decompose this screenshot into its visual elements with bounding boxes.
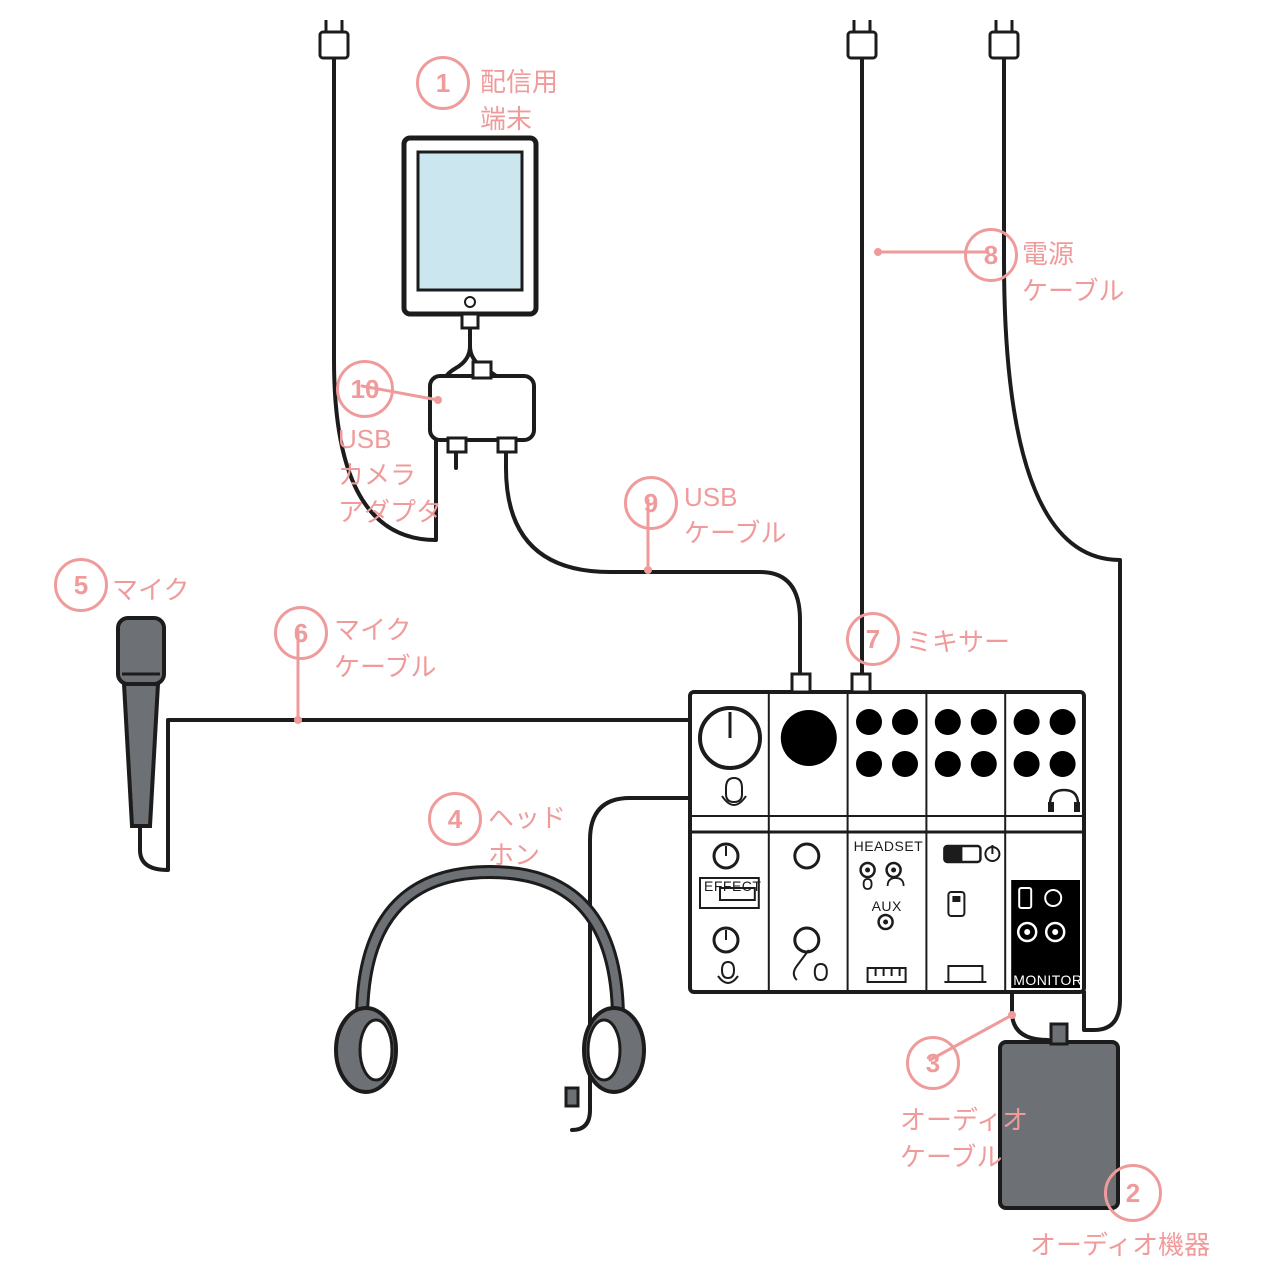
mixer-label-headset: HEADSET [854, 838, 924, 854]
mixer-label-effect: EFFECT [704, 878, 761, 894]
tablet-screen [418, 152, 522, 290]
annotation-dot-icon [434, 396, 442, 404]
mixer-knob-icon [781, 710, 837, 766]
mixer-knob-icon [1050, 751, 1076, 777]
power-plug-2 [848, 32, 876, 58]
annotation-dot-icon [874, 248, 882, 256]
cable-audio-cable [1012, 992, 1048, 1042]
mixer-knob-icon [935, 709, 961, 735]
annotation-label-2: オーディオ機器 [1030, 1225, 1210, 1262]
annotation-badge-5: 5 [54, 558, 108, 612]
annotation-badge-7: 7 [846, 612, 900, 666]
microphone-body [124, 684, 158, 826]
annotation-label-8: 電源 ケーブル [1022, 234, 1124, 308]
usb-camera-adapter [430, 376, 534, 440]
annotation-badge-4: 4 [428, 792, 482, 846]
annotation-label-5: マイク [112, 570, 189, 607]
mixer-knob-icon [935, 751, 961, 777]
annotation-dot-icon [644, 566, 652, 574]
mixer-knob-icon [892, 709, 918, 735]
cable-mic-cable [140, 720, 690, 870]
mixer-label-aux: AUX [872, 898, 902, 914]
mixer-knob-icon [856, 709, 882, 735]
mixer-knob-icon [1014, 709, 1040, 735]
annotation-badge-6: 6 [274, 606, 328, 660]
annotation-badge-1: 1 [416, 56, 470, 110]
mixer-knob-icon [971, 709, 997, 735]
annotation-badge-8: 8 [964, 228, 1018, 282]
annotation-badge-10: 10 [336, 360, 394, 418]
annotation-badge-3: 3 [906, 1036, 960, 1090]
annotation-badge-9: 9 [624, 476, 678, 530]
mixer-knob-icon [892, 751, 918, 777]
annotation-dot-icon [294, 716, 302, 724]
mixer-knob-icon [971, 751, 997, 777]
annotation-label-4: ヘッド ホン [488, 798, 566, 872]
mixer-knob-icon [1050, 709, 1076, 735]
annotation-label-6: マイク ケーブル [334, 610, 436, 684]
annotation-dot-icon [1008, 1011, 1016, 1019]
annotation-badge-2: 2 [1104, 1164, 1162, 1222]
power-plug-1 [320, 32, 348, 58]
mixer-input-jack [792, 674, 810, 692]
annotation-label-3: オーディオ ケーブル [900, 1100, 1028, 1174]
mixer-label-monitor: MONITOR [1013, 972, 1082, 988]
power-plug-3 [990, 32, 1018, 58]
annotation-label-10: USB カメラ アダプタ [338, 424, 442, 529]
headphones-band [362, 872, 618, 1020]
mixer-knob-icon [1014, 751, 1040, 777]
mixer-knob-icon [856, 751, 882, 777]
mixer-input-jack [852, 674, 870, 692]
annotation-label-7: ミキサー [906, 622, 1010, 659]
annotation-label-1: 配信用 端末 [480, 62, 558, 136]
annotation-label-9: USB ケーブル [684, 482, 786, 550]
